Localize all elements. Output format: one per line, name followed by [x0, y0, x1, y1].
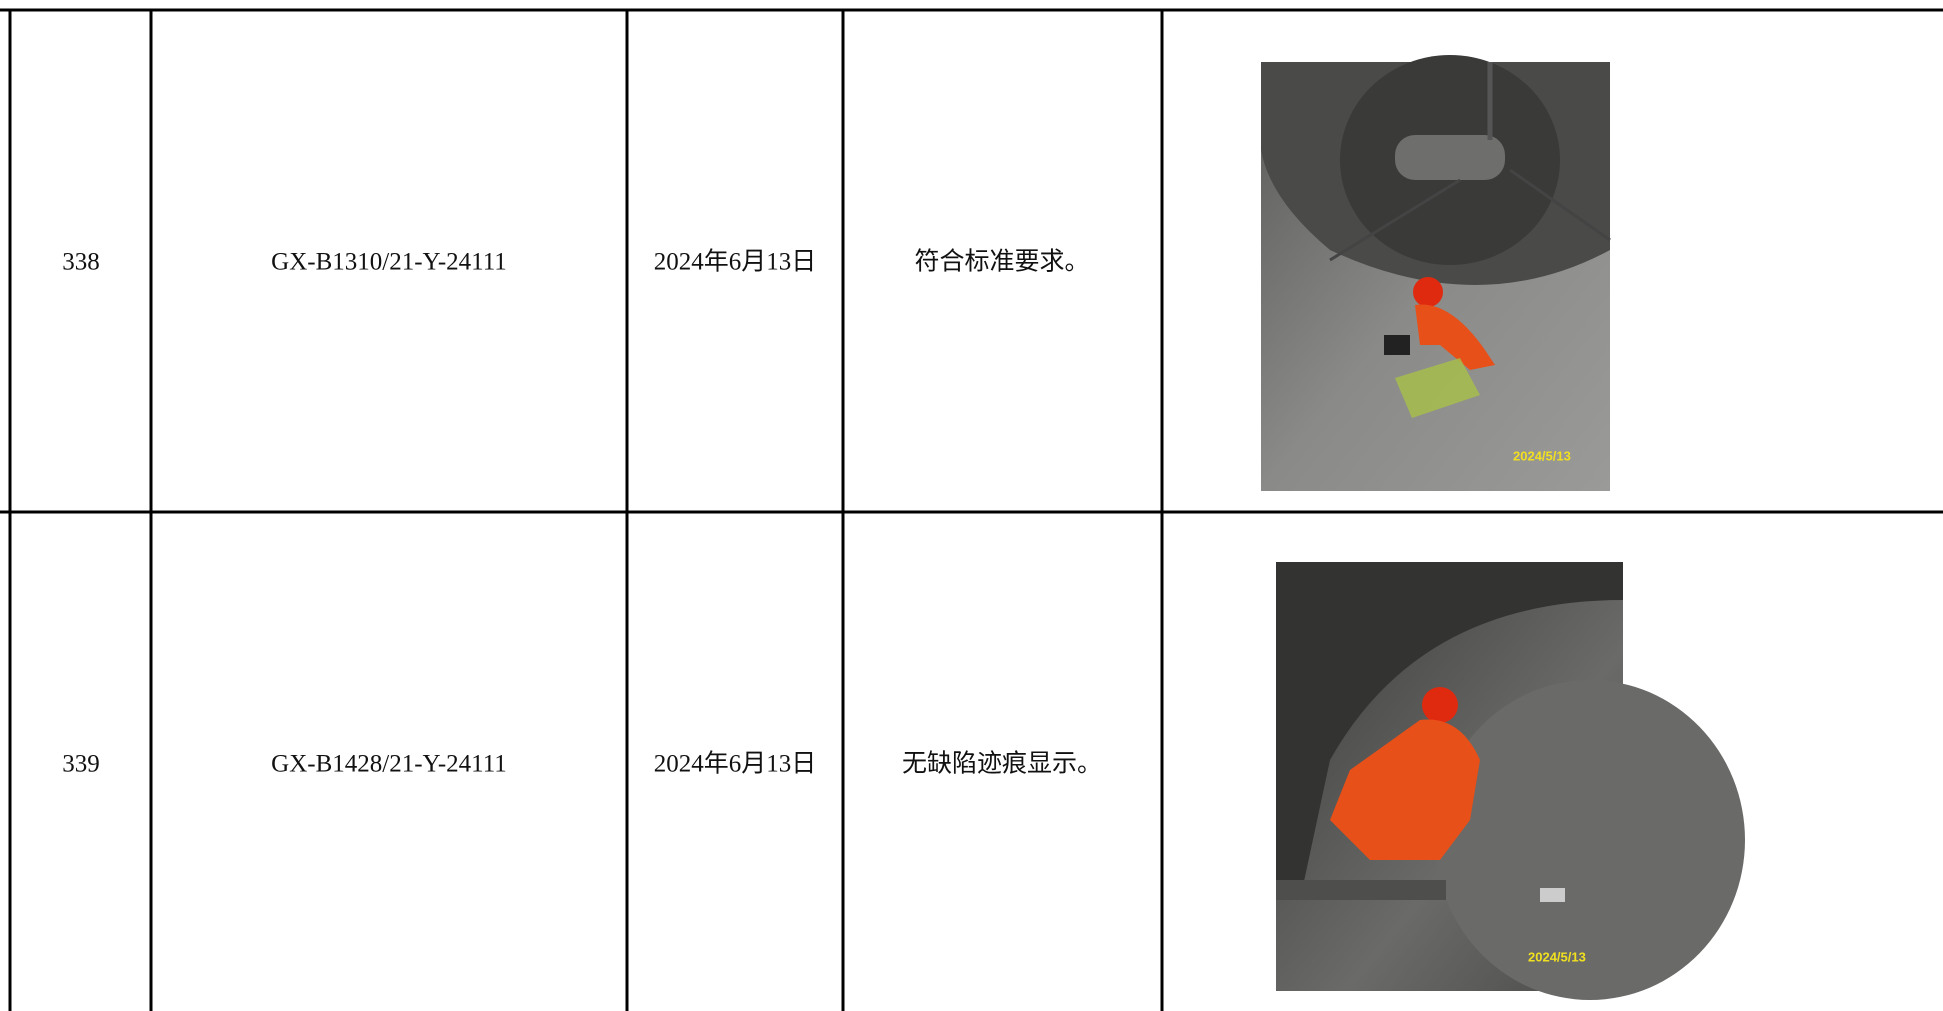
- inspection-date: 2024年6月13日: [654, 248, 817, 276]
- serial-number: 338: [62, 249, 100, 276]
- photo-timestamp: 2024/5/13: [1528, 949, 1586, 964]
- weld-code: GX-B1428/21-Y-24111: [271, 751, 507, 778]
- result: 无缺陷迹痕显示。: [902, 750, 1102, 778]
- inspection-date: 2024年6月13日: [654, 750, 817, 778]
- weld-code: GX-B1310/21-Y-24111: [271, 249, 507, 276]
- inspection-photo: 2024/5/13: [1276, 562, 1745, 1000]
- photo-timestamp: 2024/5/13: [1513, 448, 1571, 463]
- serial-number: 339: [62, 751, 100, 778]
- inspection-photo: 2024/5/13: [1261, 55, 1611, 491]
- result: 符合标准要求。: [914, 248, 1089, 276]
